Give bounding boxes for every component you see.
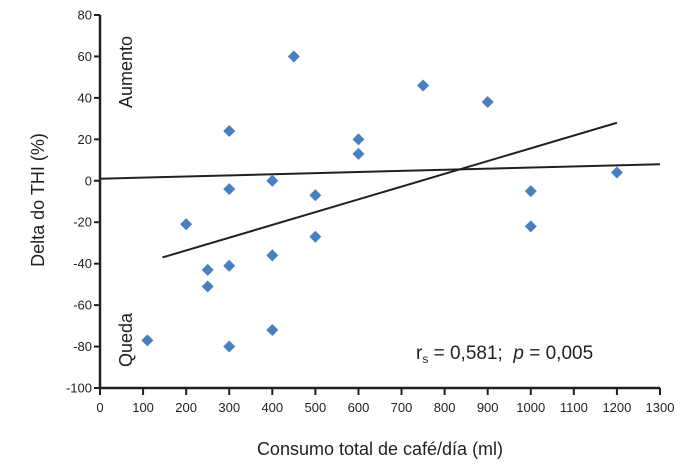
trend-lines — [99, 121, 661, 259]
x-tick-label: 900 — [477, 400, 499, 415]
x-tick-label: 1200 — [602, 400, 631, 415]
y-tick-label: 0 — [85, 173, 92, 188]
y-tick-label: -60 — [73, 298, 92, 313]
y-tick-label: -40 — [73, 256, 92, 271]
data-point — [266, 323, 279, 336]
x-tick-label: 1100 — [560, 400, 588, 415]
data-point — [180, 218, 193, 231]
x-axis-label: Consumo total de café/día (ml) — [257, 439, 503, 459]
data-point — [201, 280, 214, 293]
data-points — [141, 50, 623, 353]
y-tick-label: -80 — [73, 339, 92, 354]
data-point — [223, 125, 236, 138]
y-tick-label: -20 — [73, 215, 92, 230]
y-axis-label: Delta do THI (%) — [28, 133, 48, 267]
x-tick-label: 100 — [132, 400, 154, 415]
stat-r-value: = 0,581; — [428, 343, 513, 364]
stat-p-value: = 0,005 — [524, 343, 593, 364]
x-tick-label: 600 — [348, 400, 370, 415]
data-point — [266, 174, 279, 187]
reference-line — [99, 163, 661, 180]
data-point — [610, 166, 623, 179]
data-point — [352, 147, 365, 160]
data-point — [287, 50, 300, 63]
data-point — [223, 340, 236, 353]
x-tick-label: 200 — [175, 400, 197, 415]
stat-r-subscript: s — [422, 352, 428, 366]
data-point — [417, 79, 430, 92]
regression-line — [162, 121, 618, 259]
data-point — [141, 334, 154, 347]
data-point — [481, 96, 494, 109]
x-tick-label: 300 — [218, 400, 240, 415]
data-point — [201, 263, 214, 276]
x-tick-label: 800 — [434, 400, 456, 415]
y-tick-label: 40 — [78, 90, 92, 105]
x-tick-label: 500 — [305, 400, 327, 415]
data-point — [309, 230, 322, 243]
annotation-increase: Aumento — [116, 36, 136, 108]
data-point — [352, 133, 365, 146]
x-tick-label: 400 — [261, 400, 283, 415]
data-point — [524, 185, 537, 198]
y-tick-label: 60 — [78, 49, 92, 64]
stat-p: p — [512, 343, 524, 364]
data-point — [524, 220, 537, 233]
y-tick-label: -100 — [66, 381, 92, 396]
y-tick-label: 20 — [78, 132, 92, 147]
data-point — [266, 249, 279, 262]
annotation-decrease: Queda — [116, 312, 136, 367]
y-tick-label: 80 — [78, 8, 92, 23]
stat-r: r — [416, 343, 423, 364]
stat-annotation: rs = 0,581; p = 0,005 — [416, 343, 593, 366]
x-tick-label: 0 — [96, 400, 103, 415]
x-tick-label: 700 — [391, 400, 413, 415]
x-tick-label: 1000 — [516, 400, 545, 415]
x-tick-label: 1300 — [646, 400, 675, 415]
data-point — [223, 183, 236, 196]
data-point — [223, 259, 236, 272]
data-point — [309, 189, 322, 202]
